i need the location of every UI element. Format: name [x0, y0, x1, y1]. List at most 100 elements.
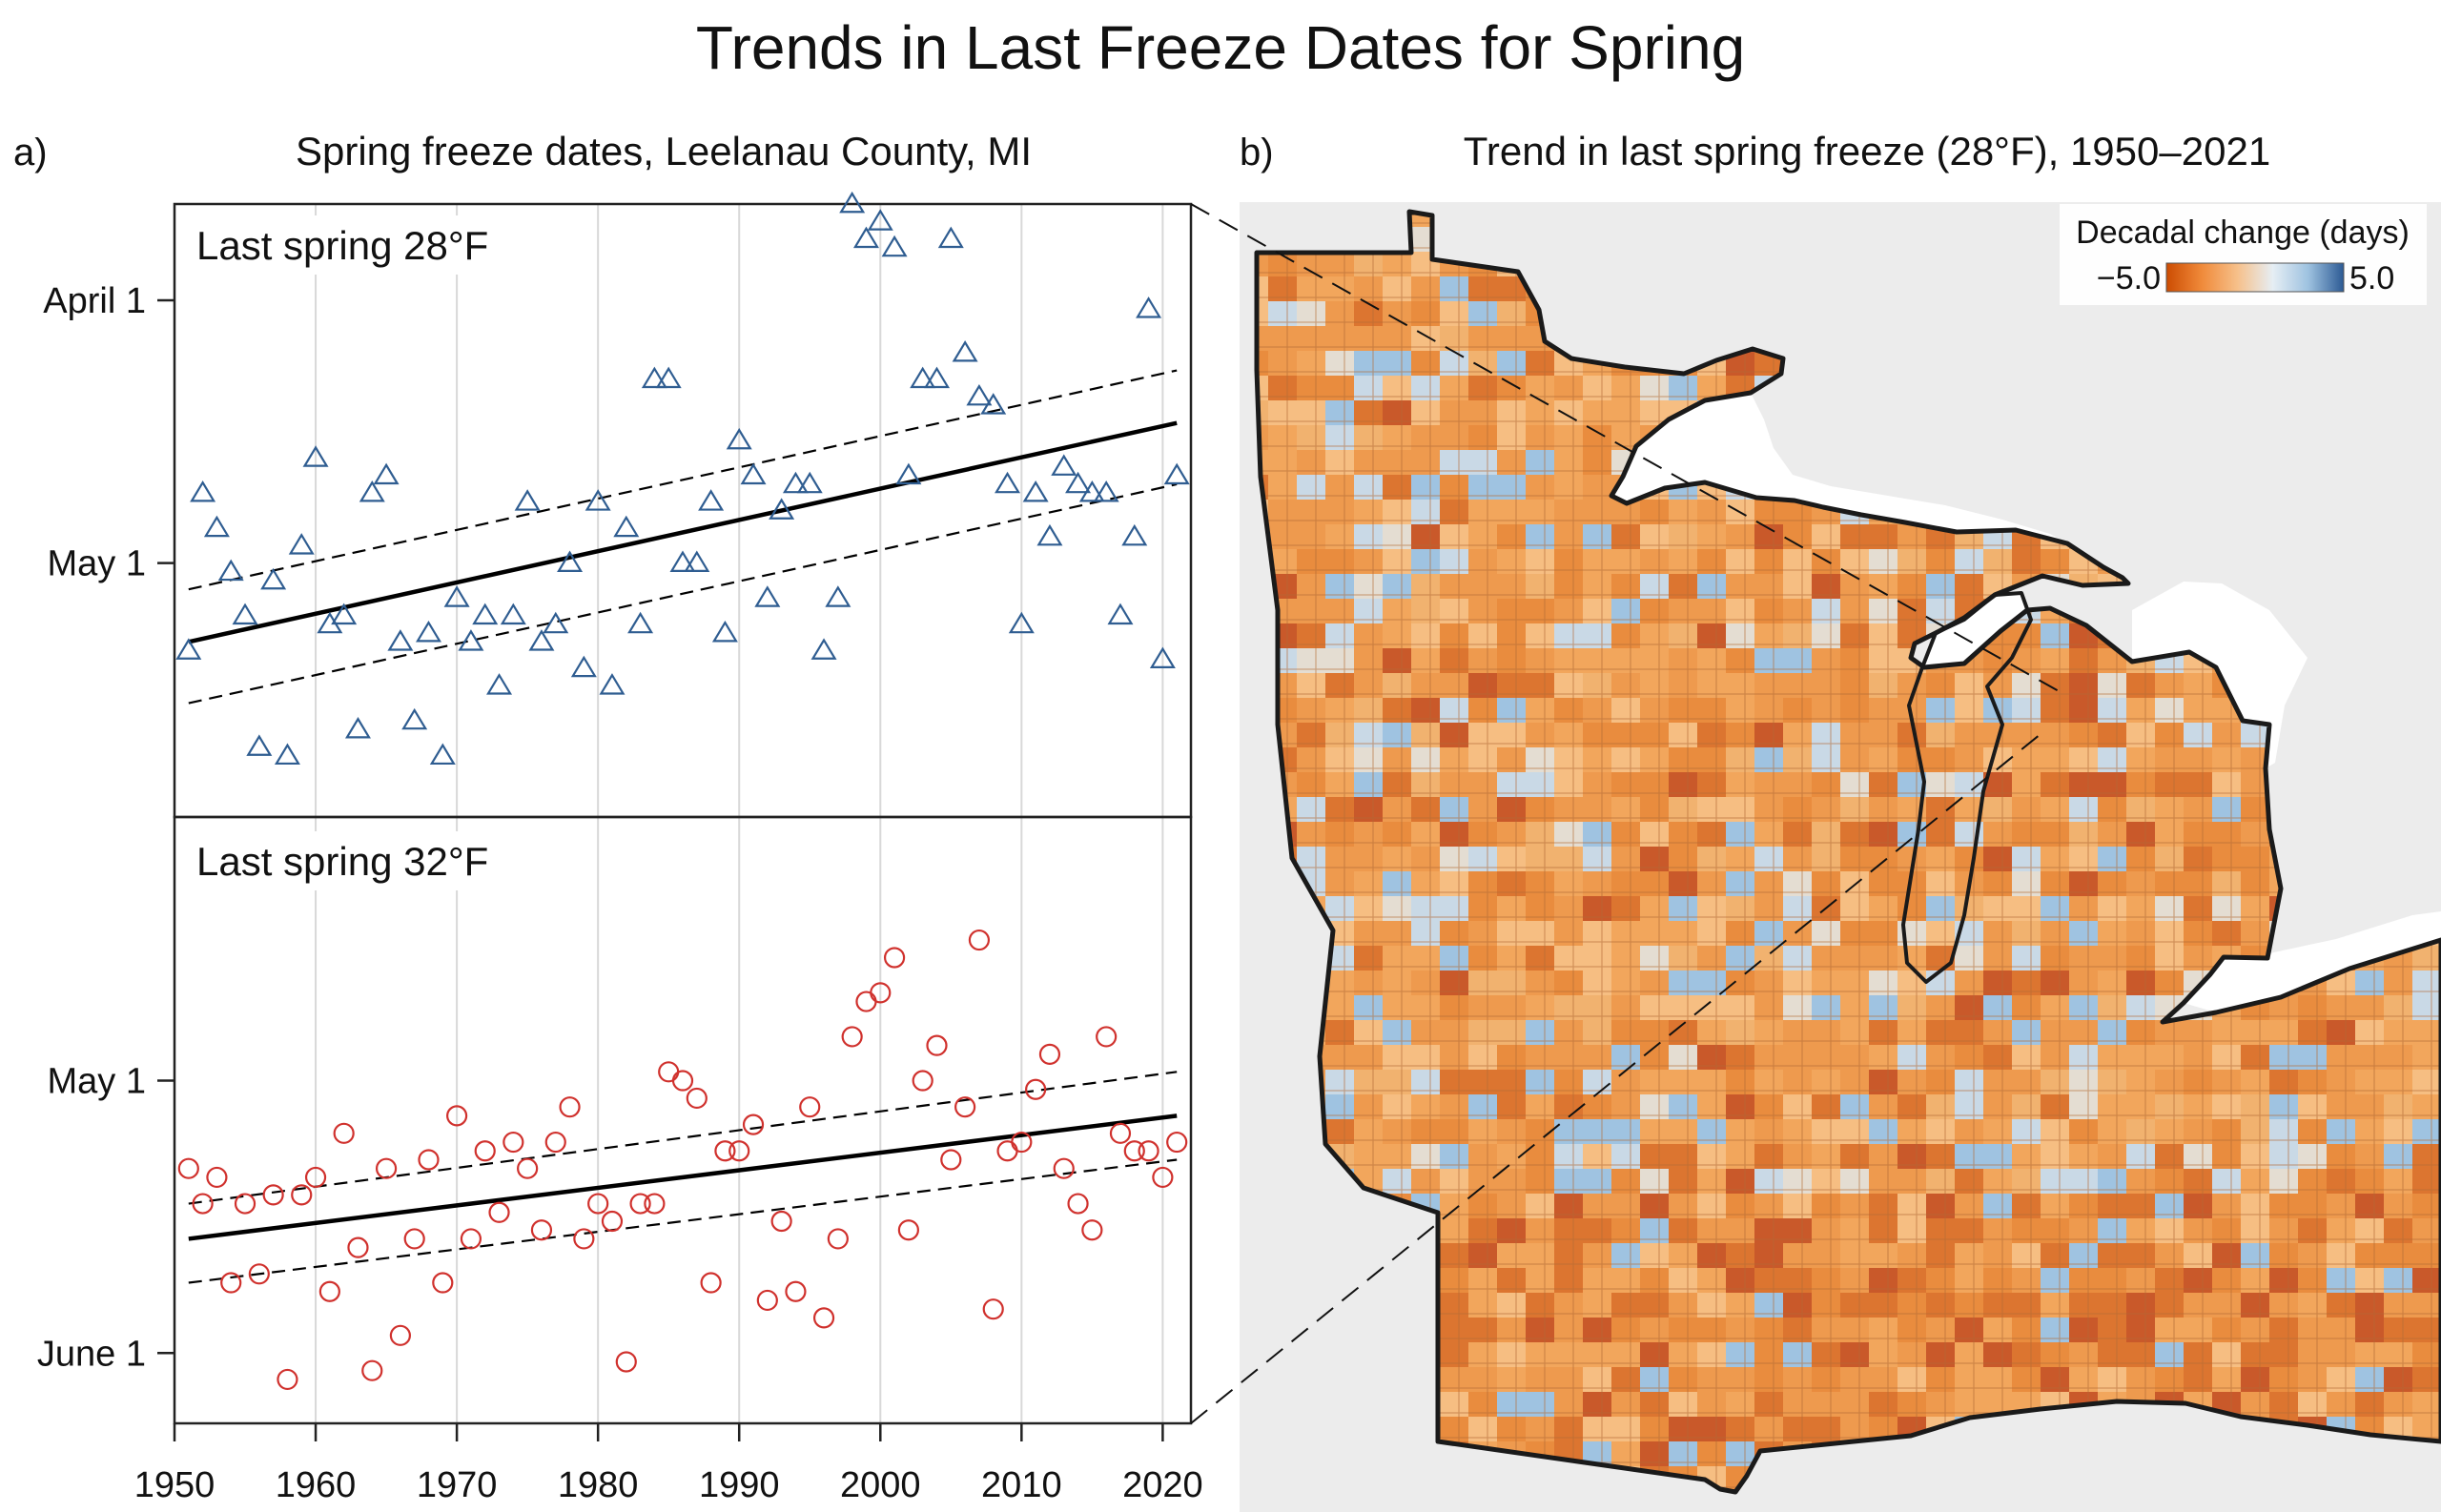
bottom-data-point [912, 1070, 933, 1092]
bottom-data-point [291, 1184, 313, 1206]
top-data-point [331, 603, 358, 625]
bottom-data-point [432, 1272, 454, 1294]
top-data-point [500, 603, 526, 625]
top-data-point [613, 515, 640, 538]
top-data-point [1107, 603, 1134, 625]
top-data-point [401, 707, 428, 730]
bottom-data-point [728, 1140, 750, 1162]
top-data-point [599, 673, 626, 695]
top-data-point [570, 655, 597, 678]
top-data-point [1036, 523, 1063, 546]
bottom-data-point [277, 1368, 298, 1391]
top-data-point [910, 366, 936, 389]
top-ci-upper [188, 369, 1178, 591]
top-data-point [585, 489, 611, 511]
x-tick-label: 1970 [417, 1465, 498, 1505]
top-y-tick-label: May 1 [48, 544, 146, 584]
top-data-point [344, 717, 371, 739]
top-data-point [373, 462, 400, 485]
zoom-connector-lines [1190, 203, 2068, 1424]
bottom-data-point [248, 1263, 270, 1285]
bottom-data-point [1166, 1131, 1188, 1154]
top-data-point [881, 235, 908, 257]
top-data-point [1136, 296, 1162, 318]
top-data-point [1121, 523, 1148, 546]
bottom-data-point [503, 1131, 524, 1154]
top-label-bg [185, 215, 538, 275]
bottom-data-point [996, 1140, 1018, 1162]
bottom-data-point [1067, 1193, 1089, 1215]
bottom-data-point [304, 1166, 327, 1189]
top-data-point [1022, 480, 1049, 502]
top-data-point [655, 366, 682, 389]
bottom-data-point [968, 929, 991, 951]
bottom-data-point [686, 1087, 708, 1110]
top-ci-lower [188, 482, 1178, 705]
bottom-data-point [671, 1070, 694, 1092]
bottom-ci-upper [188, 1071, 1178, 1205]
bottom-data-point [177, 1157, 199, 1179]
legend-colorbar [2165, 262, 2345, 293]
bottom-data-point [192, 1193, 214, 1215]
panel-b-title: Trend in last spring freeze (28°F), 1950… [1464, 129, 2270, 174]
bottom-data-point [812, 1307, 835, 1329]
x-tick-label: 1950 [134, 1465, 215, 1505]
top-data-point [1093, 480, 1119, 502]
bottom-data-point [1096, 1026, 1118, 1048]
top-data-point [514, 489, 541, 511]
top-data-point [726, 427, 752, 450]
bottom-y-tick-label: June 1 [37, 1334, 146, 1374]
bottom-data-point [1138, 1140, 1159, 1162]
bottom-data-point [855, 991, 877, 1012]
top-data-point [754, 585, 781, 607]
bottom-data-point [1038, 1043, 1061, 1065]
top-data-point [246, 734, 273, 756]
bottom-data-point [375, 1157, 398, 1179]
bottom-data-point [1109, 1122, 1132, 1144]
top-data-point [952, 340, 978, 362]
bottom-data-point [318, 1280, 340, 1302]
bottom-data-point [347, 1236, 369, 1258]
top-data-point [359, 480, 385, 502]
top-data-point [966, 383, 993, 406]
bottom-data-point [756, 1289, 778, 1312]
bottom-data-point [870, 982, 892, 1004]
top-data-point [839, 191, 866, 214]
bottom-data-point [714, 1140, 736, 1162]
bottom-data-point [644, 1193, 666, 1215]
x-tick-label: 1980 [558, 1465, 639, 1505]
top-data-point [669, 550, 696, 572]
top-data-point [1065, 471, 1092, 494]
bottom-data-point [403, 1228, 425, 1250]
top-data-point [274, 743, 300, 766]
map [1240, 202, 2441, 1512]
bottom-data-point [897, 1219, 919, 1241]
top-data-point [543, 611, 569, 634]
top-data-point [796, 471, 823, 494]
bottom-data-point [517, 1157, 539, 1179]
bottom-data-point [544, 1131, 566, 1154]
bottom-data-point [742, 1114, 765, 1135]
top-data-point [203, 515, 230, 538]
top-y-tick-label: April 1 [43, 281, 146, 321]
top-data-point [387, 629, 414, 651]
bottom-data-point [333, 1122, 355, 1144]
bottom-data-point [446, 1105, 468, 1127]
bottom-data-point [361, 1359, 383, 1381]
top-data-point [1149, 646, 1176, 669]
bottom-data-point [1011, 1131, 1033, 1154]
states-outline [1254, 209, 2441, 1495]
top-data-point [810, 638, 837, 660]
bottom-data-point [615, 1351, 637, 1373]
panel-b-label: b) [1240, 132, 1274, 174]
panel-a-label: a) [13, 132, 48, 174]
x-tick-label: 1990 [699, 1465, 780, 1505]
top-data-point [698, 489, 725, 511]
top-data-point [924, 366, 950, 389]
bottom-data-point [460, 1228, 482, 1250]
bottom-data-point [954, 1096, 976, 1118]
bottom-data-point [601, 1210, 624, 1233]
lake-michigan-shore [1901, 591, 2033, 984]
bottom-data-point [700, 1272, 722, 1294]
